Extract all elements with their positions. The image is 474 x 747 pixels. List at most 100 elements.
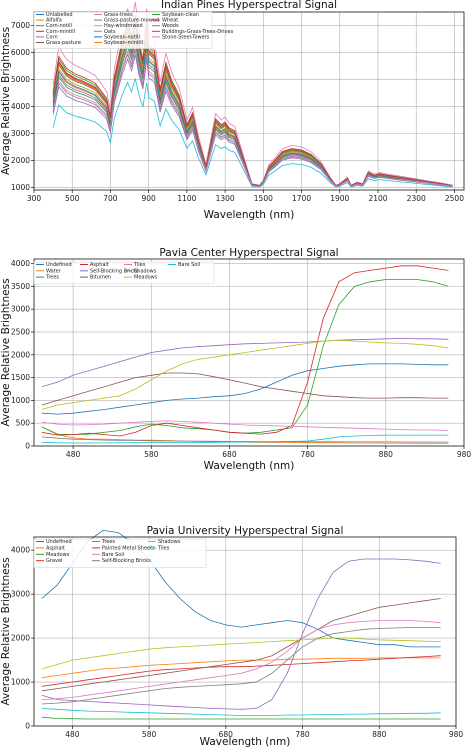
y-tick-label: 5000: [11, 75, 30, 84]
legend-label: Asphalt: [46, 545, 65, 551]
series-line: [41, 708, 441, 716]
chart-title: Indian Pines Hyperspectral Signal: [161, 0, 337, 11]
series-line: [41, 655, 441, 687]
y-tick-label: 0: [25, 722, 30, 731]
legend-label: Undefined: [46, 262, 72, 268]
legend-label: Soybean-clean: [162, 12, 199, 18]
x-tick-label: 1500: [254, 194, 273, 203]
x-tick-label: 780: [300, 450, 315, 459]
series-line: [41, 716, 441, 720]
plot-frame: [33, 11, 465, 191]
series-line: [41, 372, 449, 406]
legend-label: Unlabelled: [46, 12, 73, 18]
legend-label: Tiles: [157, 545, 170, 551]
series-line: [41, 627, 441, 705]
x-tick-label: 580: [142, 730, 157, 739]
series-line: [52, 78, 453, 188]
legend-label: Self-Blocking Bricks: [90, 268, 139, 274]
series-line: [52, 54, 453, 188]
x-tick-label: 880: [372, 730, 387, 739]
y-axis-label: Average Relative Brightness: [0, 27, 12, 175]
x-tick-label: 880: [379, 450, 394, 459]
legend-box: [33, 261, 215, 285]
series-line: [41, 657, 441, 679]
plot-frame: [33, 258, 465, 447]
x-tick-label: 500: [65, 194, 80, 203]
y-tick-label: 1500: [11, 373, 30, 382]
x-tick-label: 480: [65, 730, 80, 739]
legend-label: Shadows: [134, 268, 157, 274]
series-line: [41, 598, 441, 692]
legend-label: Wheat: [162, 18, 178, 24]
y-tick-label: 500: [16, 419, 31, 428]
y-tick-label: 4000: [11, 546, 30, 555]
series-line: [52, 49, 453, 187]
y-axis-label: Average Relative Brightness: [0, 557, 12, 705]
y-tick-label: 7000: [11, 21, 30, 30]
y-tick-label: 6000: [11, 48, 30, 57]
legend-label: Water: [46, 268, 62, 274]
legend-label: Meadows: [134, 275, 158, 281]
legend-label: Corn-notill: [46, 23, 72, 29]
legend-label: Trees: [45, 275, 59, 281]
series-line: [41, 436, 449, 443]
y-tick-label: 2000: [11, 156, 30, 165]
x-tick-label: 480: [66, 450, 81, 459]
x-tick-label: 980: [449, 730, 464, 739]
series-line: [41, 279, 449, 436]
y-tick-label: 3000: [11, 129, 30, 138]
legend-label: Grass-trees: [104, 12, 133, 18]
x-tick-label: 2100: [368, 194, 387, 203]
legend-label: Woods: [162, 23, 179, 29]
legend-label: Oats: [104, 29, 116, 35]
x-tick-label: 1300: [216, 194, 235, 203]
legend-label: Soybean-mintill: [104, 40, 143, 46]
chart-2: 480 580 680 780 880 980 0 500 1000 1500 2000 2500 30…: [0, 247, 471, 472]
y-tick-label: 2500: [11, 327, 30, 336]
x-tick-label: 680: [222, 450, 237, 459]
x-tick-label: 300: [27, 194, 42, 203]
x-axis-label: Wavelength (nm): [204, 460, 295, 472]
x-tick-label: 580: [144, 450, 159, 459]
legend-label: Grass-pasture-mowed: [104, 18, 159, 24]
x-tick-label: 2500: [445, 194, 464, 203]
legend-label: Painted Metal Sheets: [102, 545, 155, 551]
legend-box: [33, 538, 207, 568]
chart-3: 480 580 680 780 880 980 0 1000 2000 3000 4000 Pavia…: [0, 525, 463, 747]
legend-label: Undefined: [46, 539, 72, 545]
series-line: [52, 2, 453, 186]
series-line: [41, 558, 441, 710]
series-line: [41, 529, 441, 648]
legend-label: Corn-mintill: [46, 29, 75, 35]
legend-label: Grass-pasture: [46, 40, 81, 46]
y-tick-label: 0: [25, 442, 30, 451]
y-tick-label: 4000: [11, 102, 30, 111]
legend-label: Tiles: [133, 262, 146, 268]
chart-title: Pavia University Hyperspectral Signal: [147, 525, 344, 537]
legend-label: Bitumen: [90, 275, 111, 281]
series-line: [41, 637, 441, 670]
legend-label: Bare Soil: [178, 262, 200, 268]
legend-label: Bare Soil: [102, 552, 124, 558]
x-tick-label: 780: [295, 730, 310, 739]
x-tick-label: 680: [219, 730, 234, 739]
legend-label: Trees: [101, 539, 115, 545]
legend-label: Buildings-Grass-Trees-Drives: [162, 29, 234, 35]
series-line: [41, 363, 449, 415]
y-tick-label: 3000: [11, 305, 30, 314]
x-tick-label: 980: [457, 450, 472, 459]
legend-label: Asphalt: [90, 262, 109, 268]
chart-1: 300 500 700 900 1100 1300 1500 1700 1900 2100 2300…: [0, 0, 465, 221]
series-line: [41, 339, 449, 410]
legend-label: Shadows: [158, 539, 181, 545]
series-line: [41, 337, 449, 388]
y-tick-label: 2000: [11, 634, 30, 643]
x-tick-label: 900: [142, 194, 157, 203]
y-tick-label: 3500: [11, 282, 30, 291]
series-line: [41, 420, 449, 431]
y-tick-label: 1000: [11, 678, 30, 687]
x-tick-label: 1700: [292, 194, 311, 203]
x-tick-label: 700: [103, 194, 118, 203]
legend-label: Stone-Steel-Towers: [162, 34, 210, 40]
